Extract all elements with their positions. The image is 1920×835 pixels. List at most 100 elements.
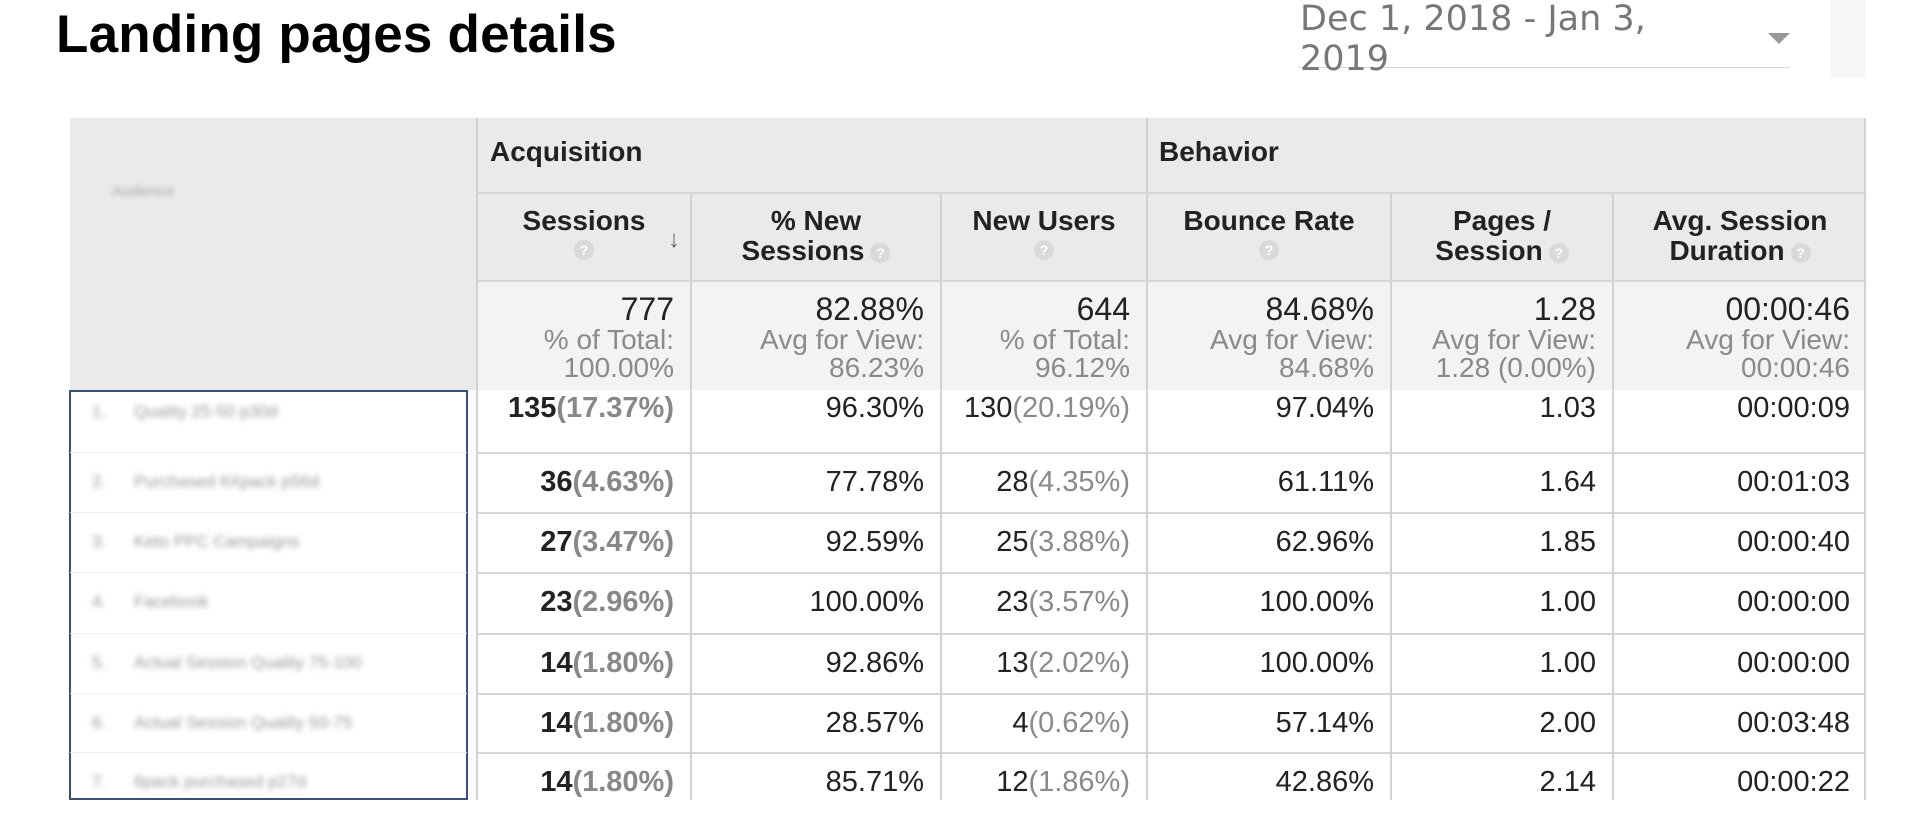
dimension-name[interactable]: Actual Session Quality 75-100 [134, 653, 362, 672]
cell-value: 36 [540, 466, 573, 498]
total-value: 777 [620, 291, 674, 327]
cell-value: 130 [963, 392, 1013, 424]
date-range-picker[interactable]: Dec 1, 2018 - Jan 3, 2019 [1298, 0, 1790, 79]
sessions-header-label: Sessions [522, 205, 646, 236]
help-icon[interactable]: ? [1259, 240, 1279, 260]
cell-avg-duration: 00:03:48 [1737, 707, 1850, 740]
cell-pages-session: 1.00 [1540, 647, 1596, 680]
cell-value: 00:00:40 [1737, 526, 1850, 558]
cell-value: 14 [540, 647, 573, 679]
cell-value: 1.64 [1539, 466, 1596, 498]
dimension-name[interactable]: Facebook [134, 592, 209, 611]
cell-avg-duration: 00:00:00 [1737, 647, 1850, 680]
cell-value: 62.96% [1275, 526, 1374, 558]
cell-value: 23 [996, 586, 1029, 618]
total-share: 1.28 (0.00%) [1435, 352, 1596, 383]
cell-new-users: 25(3.88%) [996, 526, 1130, 559]
total-value: 00:00:46 [1725, 291, 1850, 327]
cell-new-users: 13(2.02%) [996, 647, 1130, 680]
cell-value: 13 [996, 647, 1029, 679]
dimension-name[interactable]: Purchased 6Xpack p56d [134, 472, 320, 491]
cell-pages-session: 2.14 [1540, 766, 1596, 799]
row-divider [478, 192, 1866, 194]
dimension-row-label[interactable]: 2. Purchased 6Xpack p56d [92, 472, 319, 492]
column-divider [690, 194, 692, 800]
cell-value: 77.78% [825, 466, 924, 498]
total-value: 644 [1076, 291, 1130, 327]
cell-new-sessions: 92.59% [826, 526, 924, 559]
cell-percent-of-total: (20.19%) [1012, 392, 1130, 424]
help-icon[interactable]: ? [574, 240, 594, 260]
total-share: 84.68% [1279, 352, 1374, 383]
cell-pages-session: 1.03 [1540, 392, 1596, 425]
column-divider [940, 194, 942, 800]
cell-value: 100.00% [1259, 647, 1375, 679]
column-header-avg-duration[interactable]: Avg. Session Duration? [1614, 206, 1866, 266]
row-divider [478, 752, 1866, 754]
totals-new-users: 644 % of Total: 96.12% [1000, 292, 1130, 382]
cell-sessions: 135(17.37%) [508, 392, 674, 425]
dimension-row-label[interactable]: 4. Facebook [92, 592, 209, 612]
help-icon[interactable]: ? [1034, 240, 1054, 260]
cell-sessions: 27(3.47%) [540, 526, 674, 559]
help-icon[interactable]: ? [1548, 242, 1569, 263]
cell-value: 96.30% [825, 392, 924, 424]
total-caption: Avg for View: [1686, 324, 1850, 355]
column-divider [1612, 194, 1614, 800]
sort-descending-icon[interactable]: ↓ [668, 226, 680, 253]
cell-new-users: 12(1.86%) [996, 766, 1130, 799]
dimension-name[interactable]: Quality 25-50 p30d [134, 402, 278, 421]
cell-percent-of-total: (0.62%) [1028, 707, 1130, 739]
dimension-row-label[interactable]: 7. 6pack purchased p27d [92, 772, 306, 792]
cell-value: 1.00 [1539, 647, 1596, 679]
help-icon[interactable]: ? [1790, 242, 1811, 263]
dimension-row-label[interactable]: 3. Keto PPC Campaigns [92, 532, 299, 552]
dimension-row-label[interactable]: 1. Quality 25-50 p30d [92, 402, 278, 422]
dimension-selection-box[interactable] [69, 390, 468, 800]
dimension-name[interactable]: 6pack purchased p27d [134, 772, 307, 791]
totals-sessions: 777 % of Total: 100.00% [544, 292, 674, 382]
row-divider [70, 752, 467, 753]
column-header-new-sessions[interactable]: % New Sessions? [692, 206, 940, 266]
bounce-rate-header-label: Bounce Rate [1183, 205, 1355, 236]
row-divider [70, 693, 467, 694]
column-header-new-users[interactable]: New Users ? [942, 206, 1146, 260]
cell-value: 12 [996, 766, 1029, 798]
totals-avg-duration: 00:00:46 Avg for View: 00:00:46 [1686, 292, 1850, 382]
cell-new-sessions: 100.00% [810, 586, 925, 619]
totals-bounce-rate: 84.68% Avg for View: 84.68% [1210, 292, 1374, 382]
help-icon[interactable]: ? [870, 242, 891, 263]
cell-value: 92.59% [825, 526, 924, 558]
cell-new-sessions: 28.57% [826, 707, 924, 740]
dimension-row-label[interactable]: 5. Actual Session Quality 75-100 [92, 653, 362, 673]
column-header-sessions[interactable]: Sessions ? [478, 206, 690, 260]
total-value: 84.68% [1265, 291, 1374, 327]
row-divider [478, 280, 1866, 282]
cell-value: 1.85 [1539, 526, 1596, 558]
cell-avg-duration: 00:00:40 [1737, 526, 1850, 559]
pages-session-header-line2: Session [1435, 235, 1543, 266]
new-sessions-header-line2: Sessions [741, 235, 865, 266]
avg-duration-header-line2: Duration [1669, 235, 1785, 266]
cell-sessions: 14(1.80%) [540, 647, 674, 680]
cell-value: 25 [996, 526, 1029, 558]
total-share: 86.23% [829, 352, 924, 383]
cell-new-users: 28(4.35%) [996, 466, 1130, 499]
cell-value: 4 [1012, 707, 1029, 739]
cell-value: 100.00% [1259, 586, 1375, 618]
cell-pages-session: 1.00 [1540, 586, 1596, 619]
total-caption: % of Total: [999, 324, 1130, 355]
cell-value: 135 [507, 392, 557, 424]
column-divider [1390, 194, 1392, 800]
cell-value: 97.04% [1275, 392, 1374, 424]
column-header-pages-session[interactable]: Pages / Session? [1392, 206, 1612, 266]
cell-sessions: 14(1.80%) [540, 707, 674, 740]
row-divider [478, 693, 1866, 695]
dimension-name[interactable]: Actual Session Quality 50-75 [134, 713, 353, 732]
dimension-name[interactable]: Keto PPC Campaigns [134, 532, 300, 551]
column-header-bounce-rate[interactable]: Bounce Rate ? [1148, 206, 1390, 260]
dimension-row-label[interactable]: 6. Actual Session Quality 50-75 [92, 713, 352, 733]
cell-percent-of-total: (3.57%) [1028, 586, 1130, 618]
dimension-header[interactable]: Audience [112, 183, 175, 200]
row-index: 5. [92, 653, 107, 672]
